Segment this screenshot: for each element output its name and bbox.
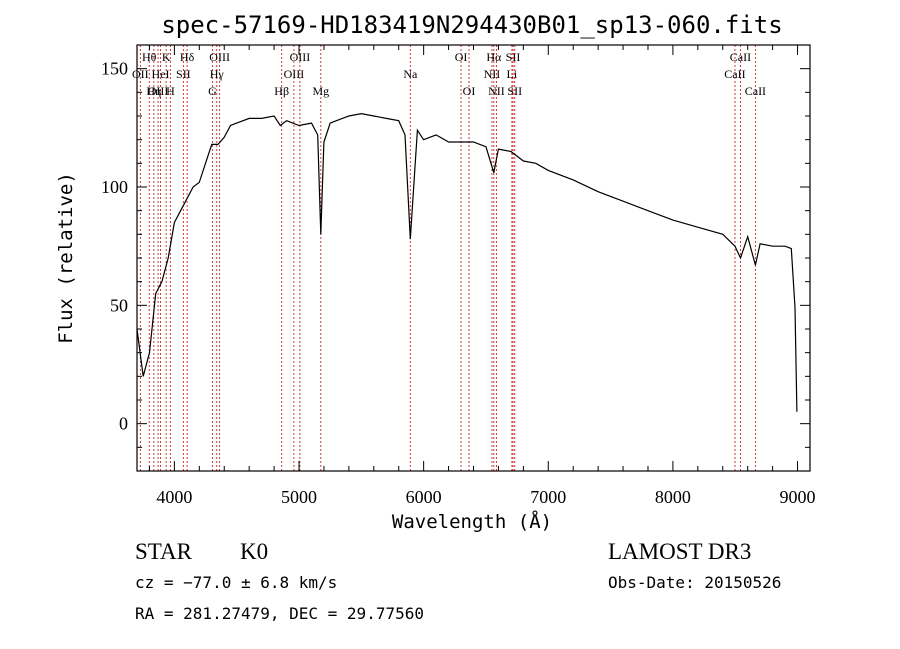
- spectral-line-label: CaII: [724, 67, 745, 81]
- x-tick-label: 8000: [655, 487, 691, 507]
- y-tick-label: 0: [119, 414, 128, 434]
- spectral-line-label: Hδ: [180, 50, 195, 64]
- x-tick-label: 7000: [530, 487, 566, 507]
- object-subclass: K0: [240, 539, 268, 564]
- redshift-velocity: cz = −77.0 ± 6.8 km/s: [135, 573, 337, 592]
- spectral-line-label: G: [208, 84, 217, 98]
- y-axis-ticks: 0 50 100 150: [101, 44, 810, 448]
- object-class: STAR: [135, 539, 193, 564]
- x-axis-label: Wavelength (Å): [392, 510, 552, 533]
- y-tick-label: 150: [101, 59, 128, 79]
- coordinates: RA = 281.27479, DEC = 29.77560: [135, 604, 424, 623]
- spectral-line-label: Hγ: [210, 67, 225, 81]
- spectral-line-label: Li: [507, 67, 518, 81]
- spectral-line-label: NII: [488, 84, 505, 98]
- spectral-line-label: OII: [132, 67, 149, 81]
- spectral-line-label: OIII: [284, 67, 305, 81]
- plot-title: spec-57169-HD183419N294430B01_sp13-060.f…: [161, 11, 782, 39]
- spectral-line-label: Hθ: [142, 50, 157, 64]
- spectral-line-markers: [139, 45, 756, 471]
- spectral-line-label: OIII: [148, 84, 169, 98]
- y-tick-label: 100: [101, 177, 128, 197]
- spectral-line-label: OIII: [290, 50, 311, 64]
- survey-name: LAMOST DR3: [608, 539, 751, 564]
- spectral-line-label: OI: [455, 50, 468, 64]
- spectral-line-label: SII: [176, 67, 191, 81]
- spectral-line-label: OIII: [209, 50, 230, 64]
- spectral-line-label: Hβ: [274, 84, 289, 98]
- plot-frame: [136, 44, 811, 472]
- spectral-line-label: Na: [403, 67, 418, 81]
- spectrum-series-line: [136, 112, 798, 412]
- spectral-line-label: NII: [484, 67, 501, 81]
- x-tick-label: 9000: [780, 487, 816, 507]
- y-axis-label: Flux (relative): [55, 172, 77, 344]
- x-tick-label: 4000: [156, 487, 192, 507]
- spectral-line-label: HeI: [152, 67, 170, 81]
- spectral-line-label: Hα: [486, 50, 502, 64]
- x-axis-ticks: 4000 5000 6000 7000 8000 9000: [148, 45, 816, 507]
- x-tick-label: 5000: [281, 487, 317, 507]
- spectral-line-label: OI: [463, 84, 476, 98]
- spectral-line-label: K: [162, 50, 171, 64]
- spectral-line-label: Mg: [312, 84, 329, 98]
- y-tick-label: 50: [110, 295, 128, 315]
- spectral-line-label: CaII: [745, 84, 766, 98]
- spectral-line-label: Hη: [146, 84, 161, 98]
- spectral-line-label: SII: [507, 84, 522, 98]
- spectral-line-label: H: [166, 84, 175, 98]
- observation-date: Obs-Date: 20150526: [608, 573, 781, 592]
- spectral-line-label: CaII: [730, 50, 751, 64]
- x-tick-label: 6000: [406, 487, 442, 507]
- spectral-line-label: SII: [506, 50, 521, 64]
